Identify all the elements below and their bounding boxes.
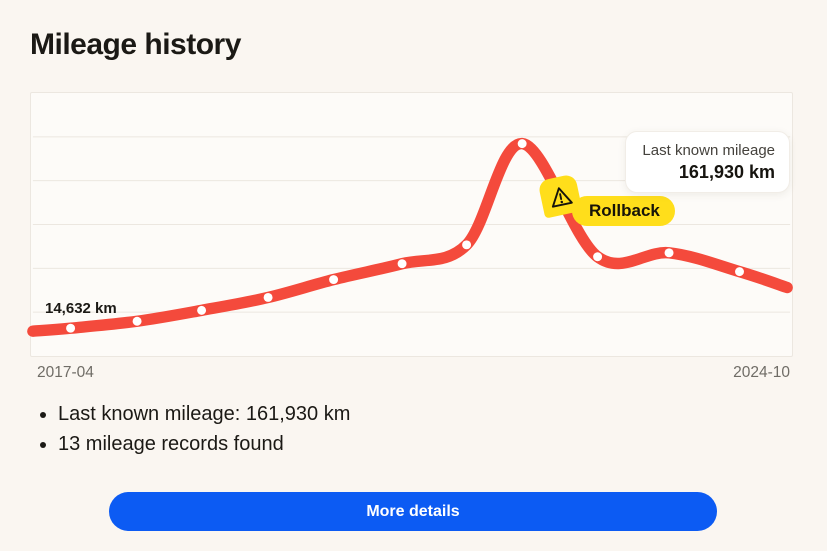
rollback-badge: Rollback (537, 173, 681, 234)
data-point-dot (66, 323, 76, 333)
tooltip-value: 161,930 km (678, 162, 775, 182)
data-point-dot (397, 259, 407, 269)
data-point-dot (462, 240, 472, 250)
data-point-dot (735, 267, 744, 277)
summary-list: Last known mileage: 161,930 km 13 mileag… (33, 399, 350, 459)
data-point-dot (197, 305, 207, 315)
page-title: Mileage history (30, 28, 241, 61)
first-mileage-label: 14,632 km (45, 300, 117, 317)
mileage-line-chart (27, 136, 793, 337)
mileage-line (27, 137, 793, 337)
data-point-dot (664, 248, 674, 258)
more-details-button[interactable]: More details (109, 492, 717, 531)
data-point-dot (593, 252, 603, 262)
data-point-dot (517, 139, 527, 149)
last-known-mileage-tooltip: Last known mileage 161,930 km (625, 131, 790, 193)
rollback-label: Rollback (572, 196, 675, 226)
warning-triangle-glyph (551, 186, 573, 208)
list-item: 13 mileage records found (58, 429, 350, 459)
data-point-dot (263, 292, 273, 302)
list-item: Last known mileage: 161,930 km (58, 399, 350, 429)
tooltip-label: Last known mileage (642, 142, 775, 159)
warning-triangle-icon (537, 173, 583, 219)
x-axis-label-start: 2017-04 (37, 364, 94, 381)
x-axis-labels: 2017-04 2024-10 (30, 364, 793, 382)
mileage-chart-panel: 14,632 km Rollback Last known mileage 16… (27, 92, 793, 357)
data-point-dot (132, 316, 142, 326)
x-axis-label-end: 2024-10 (733, 364, 790, 381)
data-point-dot (329, 275, 339, 285)
